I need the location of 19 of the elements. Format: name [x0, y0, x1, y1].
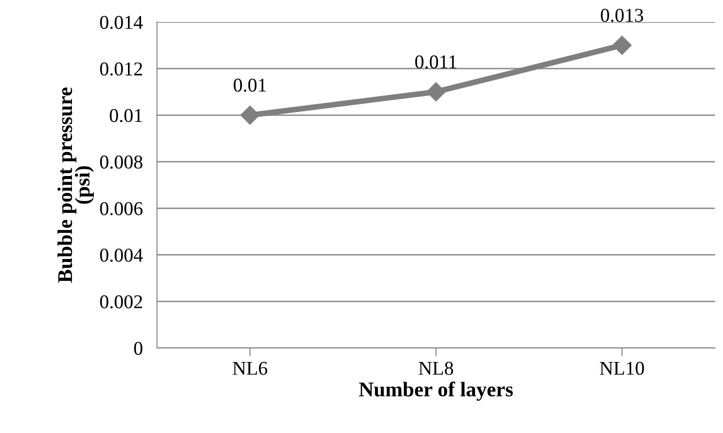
- point: [612, 36, 632, 55]
- y-tick-label: 0.008: [100, 156, 142, 169]
- y-tick-label: 0.002: [100, 295, 142, 308]
- data-label: 0.01: [234, 78, 266, 92]
- x-axis-title: Number of layers: [359, 382, 513, 401]
- y-tick-label: 0.012: [100, 62, 142, 76]
- point: [426, 82, 446, 102]
- data-label: 0.011: [415, 55, 456, 69]
- y-tick-label: 0.01: [110, 108, 142, 122]
- y-tick-label: 0: [134, 342, 142, 355]
- x-tick-label: NL10: [600, 362, 644, 375]
- y-tick-label: 0.014: [100, 16, 143, 30]
- point: [240, 106, 260, 125]
- x-tick-label: NL8: [418, 362, 454, 375]
- x-tick-label: NL6: [232, 362, 268, 375]
- y-axis-title: Bubble point pressure (psi): [57, 88, 94, 283]
- data-label: 0.013: [600, 8, 644, 22]
- y-tick-label: 0.006: [100, 202, 143, 216]
- y-tick-label: 0.004: [100, 248, 143, 262]
